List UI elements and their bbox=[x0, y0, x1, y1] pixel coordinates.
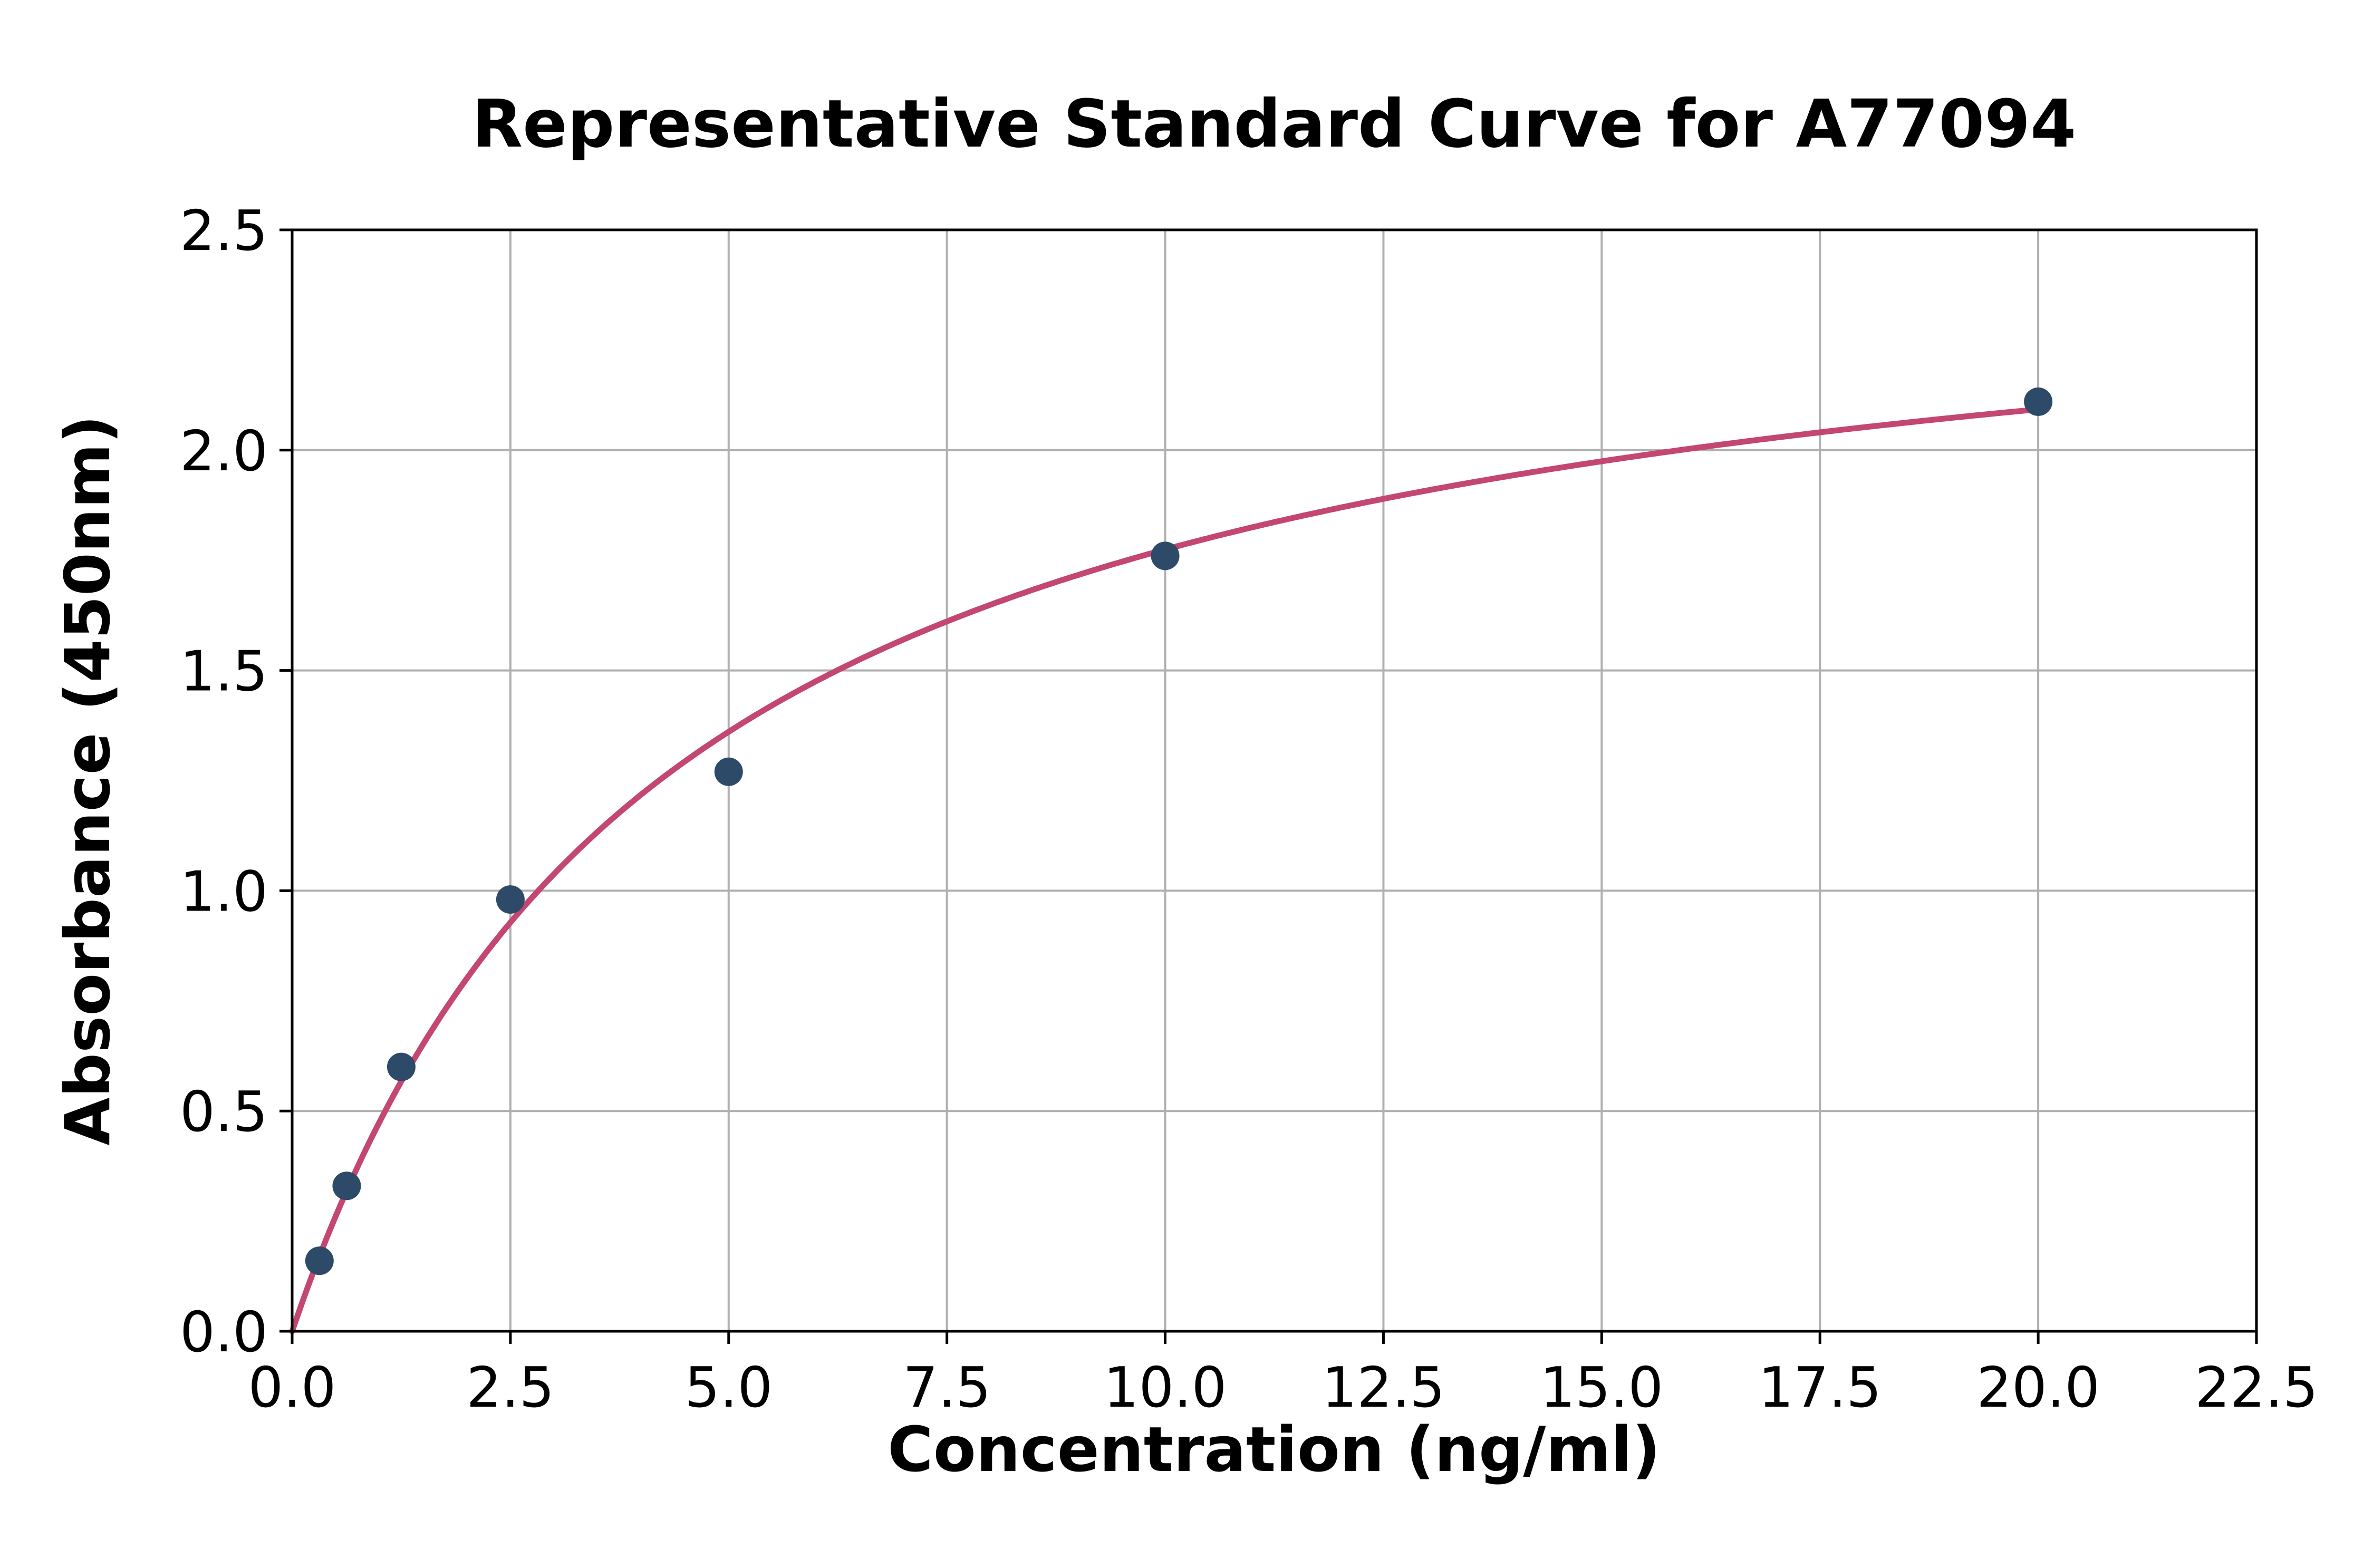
x-tick-label: 2.5 bbox=[466, 1356, 554, 1420]
x-tick-label: 15.0 bbox=[1540, 1356, 1663, 1420]
chart-title: Representative Standard Curve for A77094 bbox=[472, 86, 2076, 162]
y-tick-label: 1.5 bbox=[180, 640, 268, 704]
y-axis-label: Absorbance (450nm) bbox=[51, 415, 124, 1146]
axis-ticks: 0.0 2.5 5.0 7.5 10.0 12.5 15.0 17.5 20.0 22.5 0.0 0… bbox=[180, 199, 2318, 1420]
data-point bbox=[2024, 387, 2053, 416]
x-tick-label: 12.5 bbox=[1322, 1356, 1445, 1420]
x-tick-label: 20.0 bbox=[1976, 1356, 2100, 1420]
x-tick-label: 22.5 bbox=[2195, 1356, 2318, 1420]
data-point bbox=[714, 757, 743, 786]
x-tick-label: 0.0 bbox=[248, 1356, 336, 1420]
y-tick-label: 1.0 bbox=[180, 859, 268, 924]
data-point bbox=[1151, 541, 1180, 570]
x-tick-label: 10.0 bbox=[1104, 1356, 1227, 1420]
gridlines bbox=[291, 229, 2258, 1332]
data-points bbox=[305, 387, 2053, 1275]
y-tick-label: 0.0 bbox=[180, 1300, 268, 1364]
x-tick-label: 17.5 bbox=[1758, 1356, 1882, 1420]
data-point bbox=[496, 885, 525, 914]
y-tick-label: 0.5 bbox=[180, 1080, 268, 1144]
x-axis-label: Concentration (ng/ml) bbox=[888, 1413, 1661, 1486]
x-tick-label: 5.0 bbox=[684, 1356, 773, 1420]
data-point bbox=[305, 1246, 334, 1275]
data-point bbox=[332, 1172, 361, 1201]
plot-border bbox=[291, 228, 2258, 1333]
data-point bbox=[387, 1052, 416, 1081]
x-tick-label: 7.5 bbox=[903, 1356, 991, 1420]
y-tick-label: 2.5 bbox=[180, 199, 268, 263]
y-tick-label: 2.0 bbox=[180, 419, 268, 483]
